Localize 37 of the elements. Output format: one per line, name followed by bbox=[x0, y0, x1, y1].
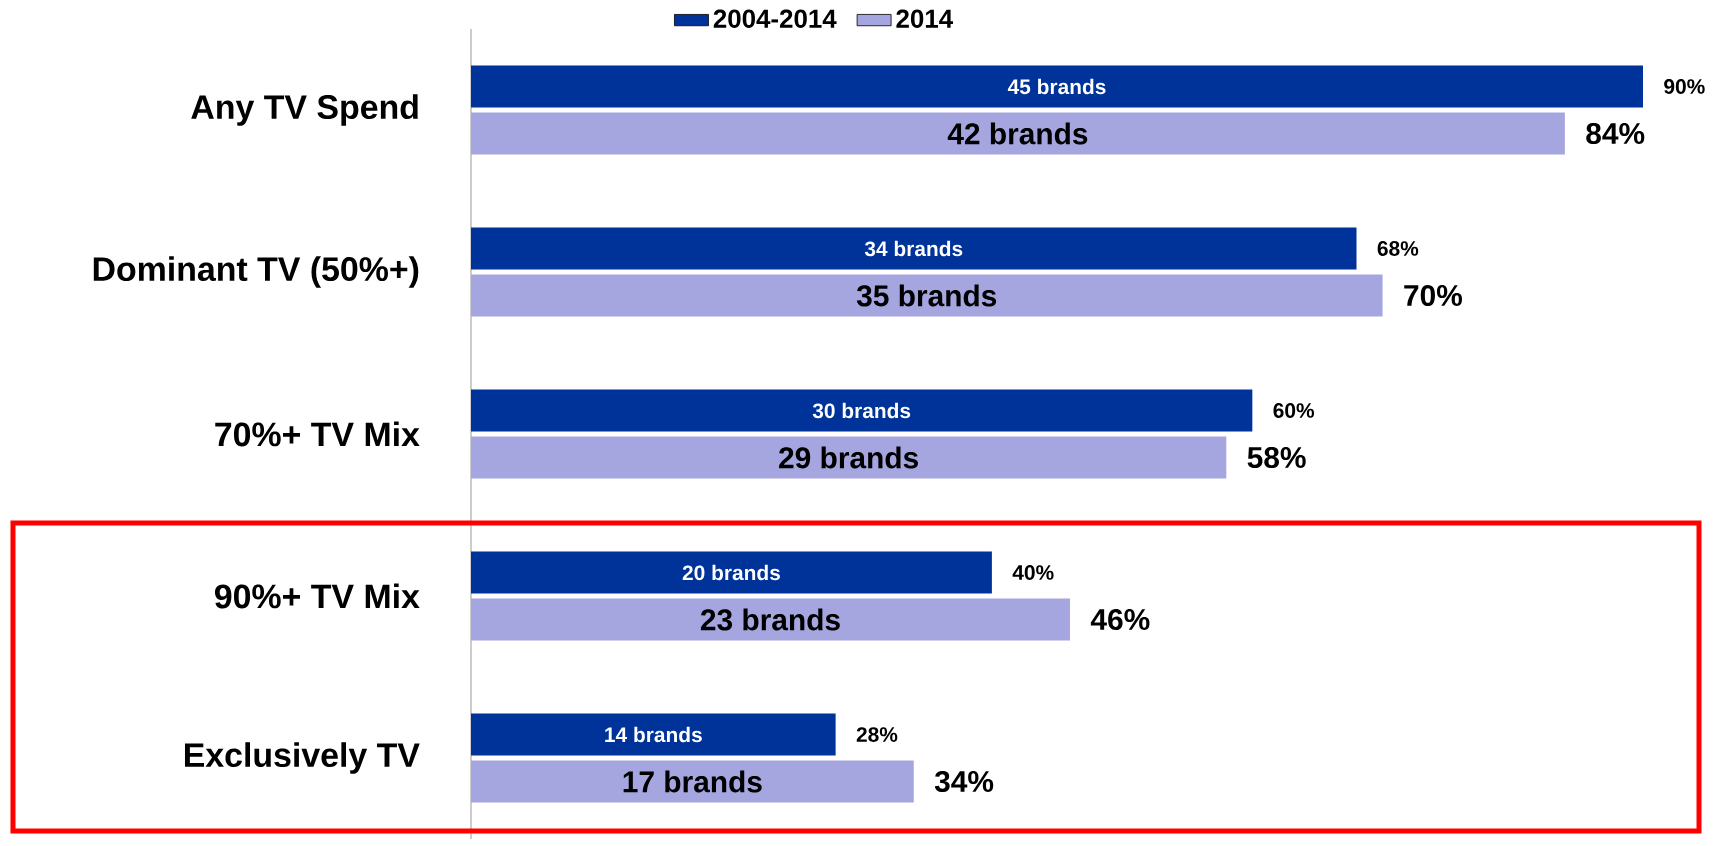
annotation: 23 brands bbox=[700, 608, 840, 631]
annotation: 30 brands bbox=[812, 402, 911, 419]
bar bbox=[471, 713, 836, 756]
annotation: 42 brands bbox=[947, 122, 1088, 145]
data-label: 34% bbox=[934, 770, 994, 793]
annotation: 20 brands bbox=[682, 564, 780, 581]
bar bbox=[471, 551, 992, 594]
y-tick-label: Exclusively TV bbox=[185, 742, 420, 774]
bar bbox=[471, 112, 1565, 155]
data-label: 68% bbox=[1377, 241, 1419, 256]
bar bbox=[471, 598, 1071, 641]
data-label: 70% bbox=[1404, 284, 1462, 307]
bar bbox=[471, 274, 1383, 317]
data-label: 90% bbox=[1664, 79, 1705, 94]
data-label: 84% bbox=[1586, 122, 1645, 145]
annotation: 14 brands bbox=[605, 726, 702, 743]
legend-label: 2014 bbox=[896, 9, 953, 28]
data-label: 46% bbox=[1090, 608, 1150, 631]
bar bbox=[471, 227, 1357, 270]
data-label: 40% bbox=[1012, 565, 1054, 580]
y-tick-label: 70%+ TV Mix bbox=[215, 421, 420, 447]
annotation: 17 brands bbox=[623, 770, 762, 793]
bar bbox=[471, 436, 1227, 479]
data-label: 58% bbox=[1247, 446, 1306, 469]
annotation: 35 brands bbox=[856, 284, 997, 307]
annotation: 45 brands bbox=[1007, 78, 1106, 95]
bar bbox=[471, 389, 1253, 432]
bar bbox=[471, 65, 1644, 108]
bar bbox=[471, 760, 914, 803]
annotation: 29 brands bbox=[779, 446, 918, 469]
annotation: 34 brands bbox=[864, 240, 963, 257]
data-label: 60% bbox=[1273, 403, 1315, 418]
y-tick-label: 90%+ TV Mix bbox=[215, 583, 420, 609]
y-tick-label: Any TV Spend bbox=[191, 94, 418, 126]
y-tick-label: Dominant TV (50%+) bbox=[93, 256, 419, 288]
data-label: 28% bbox=[856, 727, 898, 742]
legend-label: 2004-2014 bbox=[713, 9, 837, 28]
